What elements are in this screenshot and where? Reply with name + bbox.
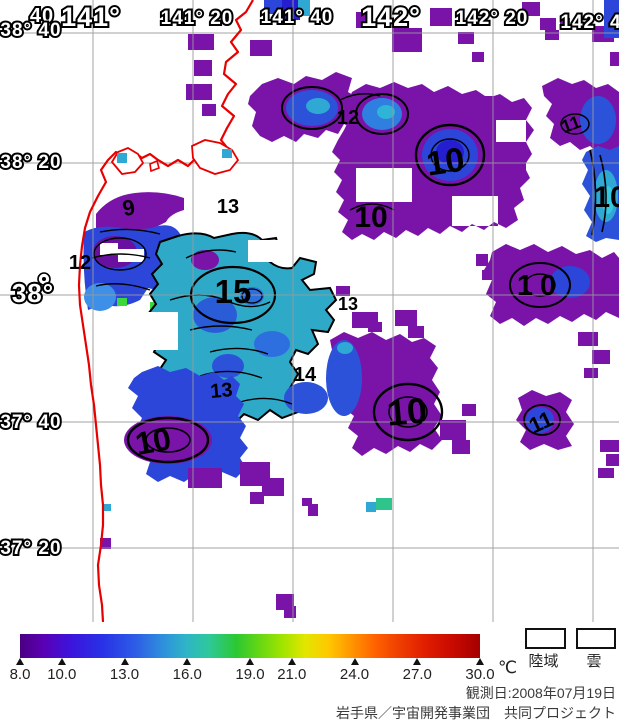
contour-value-label: 13 bbox=[338, 294, 358, 314]
colorbar-tick-label: 10.0 bbox=[47, 666, 77, 683]
sst-patch-right-lower bbox=[516, 332, 619, 478]
city-marker-icon bbox=[37, 272, 51, 286]
colorbar-tick-label: 19.0 bbox=[235, 666, 265, 683]
left-axis-labels: 38° 40 38° 20 38° 37° 40 37° 20 bbox=[0, 18, 63, 561]
contour-value-label: 10 bbox=[385, 389, 428, 433]
colorbar-tick-mark bbox=[350, 658, 359, 665]
contour-value-label: 12 bbox=[337, 107, 359, 129]
colorbar-tick-label: 30.0 bbox=[465, 666, 495, 683]
longitude-label: 141° 40 bbox=[261, 7, 334, 28]
observation-date: 観測日:2008年07月19日 bbox=[465, 685, 616, 701]
colorbar-tick-label: 16.0 bbox=[172, 666, 202, 683]
sst-map: 9 13 12 10 10 11 10 12 15 13 10 14 13 10 11 10 40 141° 14… bbox=[0, 0, 619, 623]
contour-value-label: 14 bbox=[294, 364, 317, 386]
colorbar-tick-mark bbox=[183, 658, 192, 665]
island-1-sst bbox=[117, 153, 127, 163]
sst-bits-center-right bbox=[336, 286, 424, 338]
sst-patch-coastal-bits bbox=[186, 34, 272, 116]
temperature-colorbar bbox=[20, 634, 480, 658]
sst-patch-top-main bbox=[332, 82, 534, 240]
sst-patch-lower-left bbox=[124, 366, 284, 504]
colorbar-tick-mark bbox=[120, 658, 129, 665]
longitude-label: 141° 20 bbox=[161, 8, 234, 29]
legend-swatch-cloud bbox=[576, 628, 616, 649]
contour-value-label: 13 bbox=[209, 379, 233, 403]
credit-line: 岩手県／宇宙開発事業団 共同プロジェクト bbox=[336, 705, 616, 721]
colorbar-tick-mark bbox=[16, 658, 24, 665]
island-3 bbox=[149, 159, 160, 173]
contour-value-label: 10 bbox=[593, 181, 619, 214]
contour-value-label: 10 bbox=[517, 270, 563, 302]
legend-swatch-land bbox=[525, 628, 566, 649]
contour-value-label: 9 bbox=[120, 194, 136, 221]
longitude-label: 142° 4 bbox=[560, 12, 619, 33]
colorbar-tick-label: 27.0 bbox=[402, 666, 432, 683]
colorbar-tick-mark bbox=[476, 658, 484, 665]
sst-patch-lower-center bbox=[326, 332, 476, 456]
colorbar-tick-label: 21.0 bbox=[277, 666, 307, 683]
colorbar-tick-label: 8.0 bbox=[9, 666, 31, 683]
colorbar-tick-mark bbox=[287, 658, 296, 665]
coastline bbox=[77, 0, 254, 623]
contour-value-label: 10 bbox=[132, 420, 173, 462]
graticule bbox=[0, 0, 619, 622]
latitude-label: 38° bbox=[12, 278, 54, 308]
latitude-label: 37° 40 bbox=[0, 412, 61, 433]
sst-patches bbox=[83, 0, 619, 618]
island-2 bbox=[191, 139, 240, 175]
colorbar-tick-mark bbox=[246, 658, 254, 665]
contour-value-label: 13 bbox=[217, 196, 239, 218]
contour-value-label: 10 bbox=[354, 201, 387, 234]
colorbar-unit: ℃ bbox=[498, 658, 518, 677]
latitude-label: 38° 20 bbox=[0, 152, 61, 173]
longitude-label: 141° bbox=[61, 2, 121, 32]
contour-value-label: 10 bbox=[424, 141, 467, 184]
sst-patch-right-top bbox=[542, 78, 619, 242]
latitude-label: 37° 20 bbox=[0, 538, 61, 559]
sst-corner-blue bbox=[604, 0, 619, 38]
sst-bits-bottom bbox=[100, 498, 392, 618]
legend-label-land: 陸域 bbox=[528, 653, 559, 670]
sst-patch-top-wing bbox=[248, 72, 360, 142]
top-axis-labels: 40 141° 141° 20 141° 40 142° 142° 20 142° 4 bbox=[28, 0, 619, 35]
sst-patch-right-mid bbox=[476, 244, 619, 326]
longitude-label: 40 bbox=[30, 5, 54, 27]
contour-value-label: 12 bbox=[69, 252, 91, 274]
sst-patch-topedge-blue bbox=[264, 0, 310, 20]
contour-value-label: 15 bbox=[215, 273, 252, 310]
longitude-label: 142° 20 bbox=[456, 8, 529, 29]
colorbar-tick-mark bbox=[57, 658, 66, 665]
longitude-label: 142° bbox=[361, 2, 421, 32]
island-2-sst bbox=[222, 149, 232, 158]
colorbar-tick-label: 13.0 bbox=[109, 666, 140, 683]
legend-label-cloud: 雲 bbox=[586, 653, 602, 670]
colorbar-tick-mark bbox=[413, 658, 422, 665]
latitude-label: 38° 40 bbox=[0, 20, 61, 41]
colorbar-tick-label: 24.0 bbox=[339, 666, 370, 683]
